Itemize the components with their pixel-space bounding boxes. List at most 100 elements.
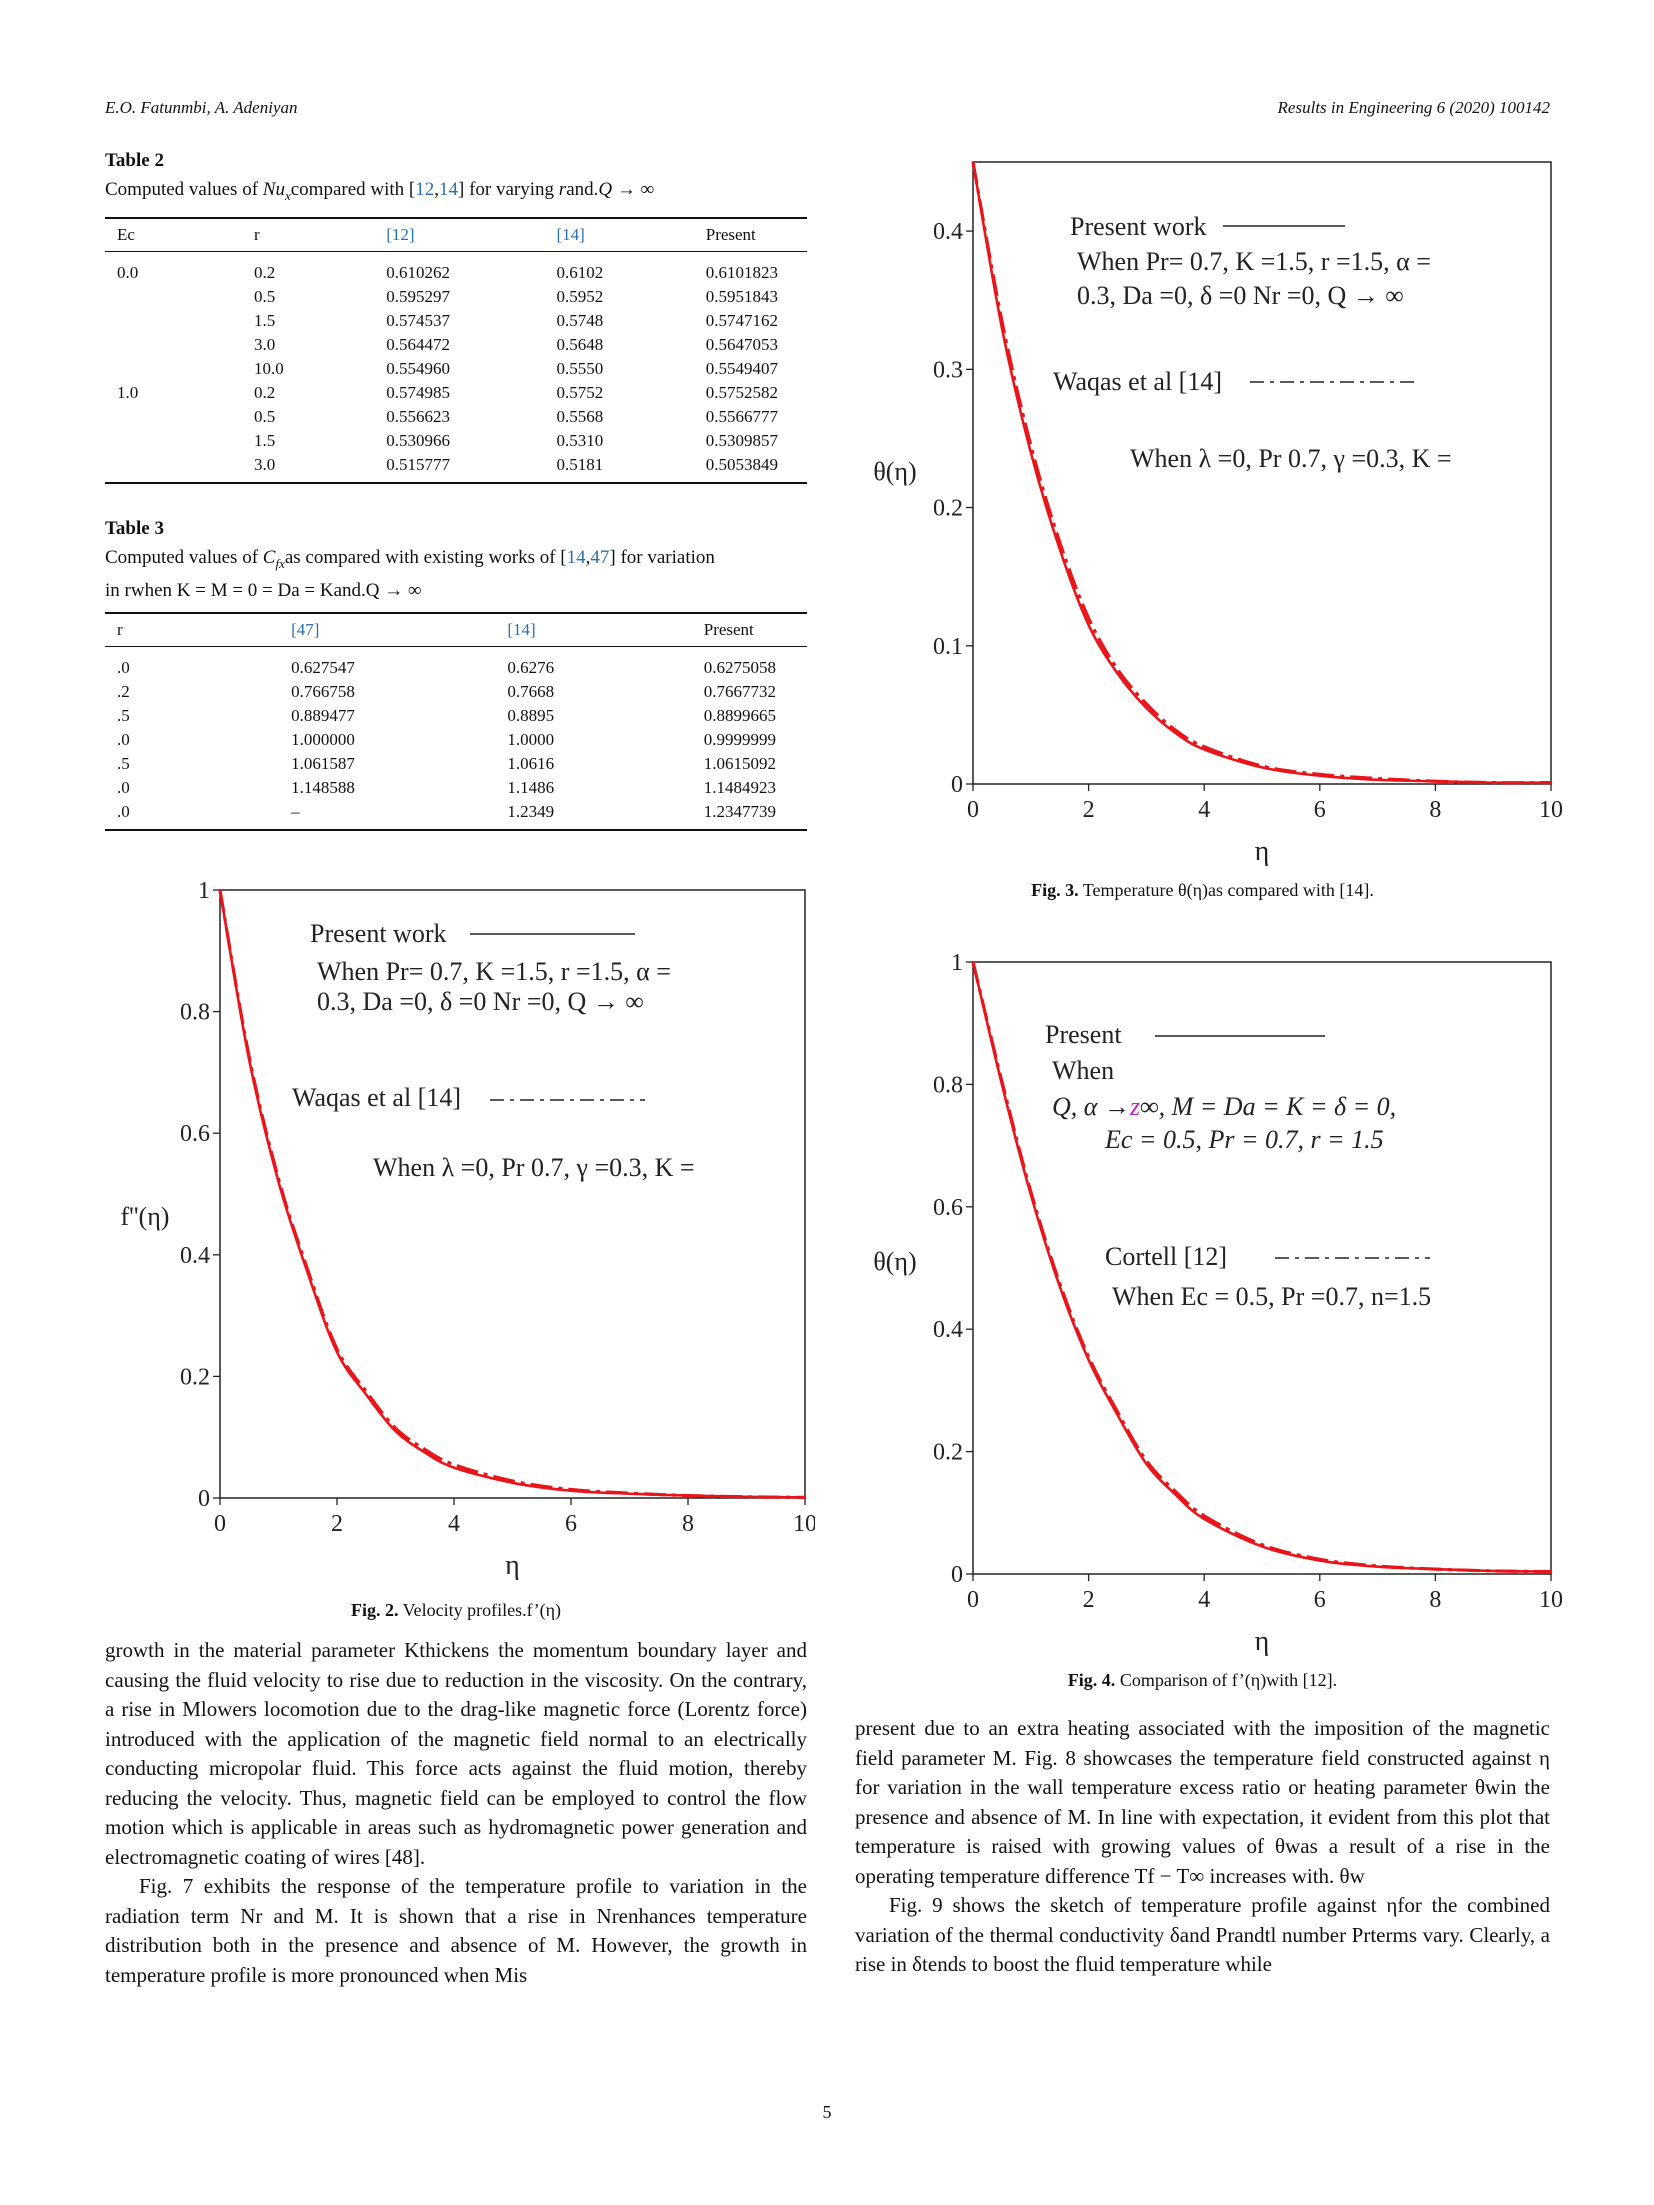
y-tick-label: 1 bbox=[198, 878, 210, 904]
y-tick-label: 0 bbox=[951, 1562, 963, 1588]
y-tick-label: 0 bbox=[198, 1486, 210, 1512]
table-cell: .2 bbox=[117, 681, 130, 701]
figure-3-caption: Fig. 3. Temperature θ(η)as compared with… bbox=[1031, 880, 1374, 900]
y-axis-label: f''(η) bbox=[121, 1202, 170, 1231]
table-cell: 10.0 bbox=[253, 358, 284, 378]
table-cell: 3.0 bbox=[253, 452, 387, 484]
plot-frame bbox=[219, 889, 806, 1499]
y-tick-label: 0.2 bbox=[933, 1440, 963, 1466]
figure-3: 0 2 4 6 8 10 0 0.1 0.2 0.3 0.4 η θ(η) Present work Whe… bbox=[855, 150, 1570, 870]
table-cell: 0.2 bbox=[253, 382, 276, 402]
x-tick-label: 4 bbox=[1198, 1587, 1210, 1613]
table-row: .0 0.627547 0.6276 0.6275058 bbox=[105, 646, 807, 680]
annotation-params: When λ =0, Pr 0.7, γ =0.3, K = bbox=[1130, 444, 1452, 473]
figure-2: 0 2 4 6 8 10 0 0.2 0.4 0.6 0.8 1 η f''(η) Present work… bbox=[105, 870, 815, 1590]
figure-4-caption: Fig. 4. Comparison of f’(η)with [12]. bbox=[1067, 1670, 1338, 1690]
legend-label-present: Present work bbox=[310, 919, 446, 948]
table-cell: .0 bbox=[117, 729, 130, 749]
table-cell: .0 bbox=[105, 799, 292, 831]
y-tick-label: 0.6 bbox=[933, 1195, 963, 1221]
table-3-grid: r [47] [14] Present .0 0.627547 0.6276 0.62750… bbox=[105, 611, 807, 831]
table-cell: 1.0615092 bbox=[703, 753, 776, 773]
table-header-cell: Present bbox=[703, 611, 807, 647]
table-cell: 1.000000 bbox=[291, 729, 355, 749]
table-cell: 0.610262 bbox=[386, 262, 450, 282]
table-cell: 0.5648 bbox=[556, 334, 604, 354]
annotation-params: When bbox=[1052, 1056, 1114, 1085]
figure-4: 0 2 4 6 8 10 0 0.2 0.4 0.6 0.8 1 η θ(η) Present When Q, … bbox=[855, 940, 1570, 1660]
table-row: .5 0.889477 0.8895 0.8899665 bbox=[105, 704, 807, 728]
y-tick-label: 0.6 bbox=[180, 1121, 210, 1147]
table-header-cell: Ec bbox=[105, 216, 254, 252]
table-cell: 1.1486 bbox=[507, 777, 555, 797]
body-text-right-column: present due to an extra heating associat… bbox=[855, 1714, 1550, 1980]
table-cell: 0.766758 bbox=[291, 681, 355, 701]
y-tick-label: 0 bbox=[951, 772, 963, 798]
table-cell: 0.5568 bbox=[556, 406, 604, 426]
table-cell bbox=[105, 429, 254, 453]
table-cell: 0.8899665 bbox=[703, 705, 776, 725]
table-cell: 1.0000 bbox=[507, 729, 555, 749]
table-row: .5 1.061587 1.0616 1.0615092 bbox=[105, 752, 807, 776]
table-cell: 0.2 bbox=[253, 262, 276, 282]
table-cell: 0.5747162 bbox=[705, 310, 778, 330]
running-header-authors: E.O. Fatunmbi, A. Adeniyan bbox=[105, 98, 298, 117]
x-axis-label: η bbox=[1255, 836, 1270, 867]
table-header-cell: [47] bbox=[291, 611, 508, 647]
x-tick-label: 2 bbox=[331, 1511, 343, 1537]
table-cell: 0.7667732 bbox=[703, 681, 776, 701]
table-row: 0.0 0.2 0.610262 0.6102 0.6101823 bbox=[105, 251, 807, 285]
x-tick-label: 4 bbox=[448, 1511, 460, 1537]
x-tick-label: 6 bbox=[565, 1511, 577, 1537]
table-row: 10.0 0.554960 0.5550 0.5549407 bbox=[105, 357, 807, 381]
table-cell: 0.515777 bbox=[386, 452, 557, 484]
x-tick-label: 0 bbox=[967, 1587, 979, 1613]
x-tick-label: 10 bbox=[793, 1511, 815, 1537]
table-2-label: Table 2 bbox=[105, 150, 164, 171]
table-3-label: Table 3 bbox=[105, 518, 164, 539]
table-header-cell: r bbox=[253, 216, 387, 252]
table-header-cell: [12] bbox=[386, 216, 557, 252]
table-row: 3.0 0.564472 0.5648 0.5647053 bbox=[105, 333, 807, 357]
table-cell: 0.5566777 bbox=[705, 406, 778, 426]
paragraph: present due to an extra heating associat… bbox=[855, 1716, 1550, 1888]
table-3-caption: Computed values of Cfxas compared with e… bbox=[105, 547, 715, 601]
table-cell: 1.0 bbox=[117, 382, 139, 402]
table-row: 1.0 0.2 0.574985 0.5752 0.5752582 bbox=[105, 381, 807, 405]
table-row: 1.5 0.530966 0.5310 0.5309857 bbox=[105, 429, 807, 453]
table-3: Table 3 Computed values of Cfxas compare… bbox=[105, 518, 807, 831]
table-header-cell: [14] bbox=[507, 611, 704, 647]
table-row: .2 0.766758 0.7668 0.7667732 bbox=[105, 680, 807, 704]
table-cell: .0 bbox=[117, 777, 130, 797]
table-cell bbox=[105, 357, 254, 381]
y-axis-label: θ(η) bbox=[873, 1247, 916, 1276]
table-cell: .5 bbox=[117, 705, 130, 725]
x-axis-label: η bbox=[505, 1550, 520, 1581]
series-line-reference bbox=[971, 961, 1552, 1574]
table-row: 0.5 0.556623 0.5568 0.5566777 bbox=[105, 405, 807, 429]
table-cell bbox=[105, 405, 254, 429]
x-tick-label: 2 bbox=[1083, 797, 1095, 823]
table-2-grid: Ec r [12] [14] Present 0.0 0.2 0.610262 0.6102 0… bbox=[105, 216, 807, 484]
table-cell: 0.9999999 bbox=[703, 729, 776, 749]
annotation-params: Ec = 0.5, Pr = 0.7, r = 1.5 bbox=[1104, 1125, 1384, 1154]
x-tick-label: 8 bbox=[682, 1511, 694, 1537]
table-cell: 0.5647053 bbox=[705, 334, 778, 354]
y-tick-label: 0.4 bbox=[933, 219, 963, 245]
legend-label-reference: Waqas et al [14] bbox=[1053, 367, 1222, 396]
table-row: .0 1.148588 1.1486 1.1484923 bbox=[105, 776, 807, 800]
table-cell: 0.595297 bbox=[386, 286, 450, 306]
y-tick-label: 0.4 bbox=[180, 1243, 210, 1269]
table-cell: 1.5 bbox=[253, 310, 276, 330]
table-cell: 0.6102 bbox=[556, 262, 604, 282]
table-cell: 1.148588 bbox=[291, 777, 355, 797]
table-cell: 0.6101823 bbox=[705, 262, 778, 282]
page-number: 5 bbox=[822, 2102, 832, 2122]
table-cell: 0.6275058 bbox=[703, 657, 776, 677]
x-axis-label: η bbox=[1255, 1626, 1270, 1657]
x-tick-label: 10 bbox=[1539, 1587, 1563, 1613]
running-header-journal: Results in Engineering 6 (2020) 100142 bbox=[1277, 98, 1550, 117]
table-row: .0–1.2349 1.2347739 bbox=[105, 799, 807, 831]
table-cell: 0.5053849 bbox=[705, 452, 807, 484]
annotation-params: Q, α →z∞, M = Da = K = δ = 0, bbox=[1052, 1092, 1396, 1121]
